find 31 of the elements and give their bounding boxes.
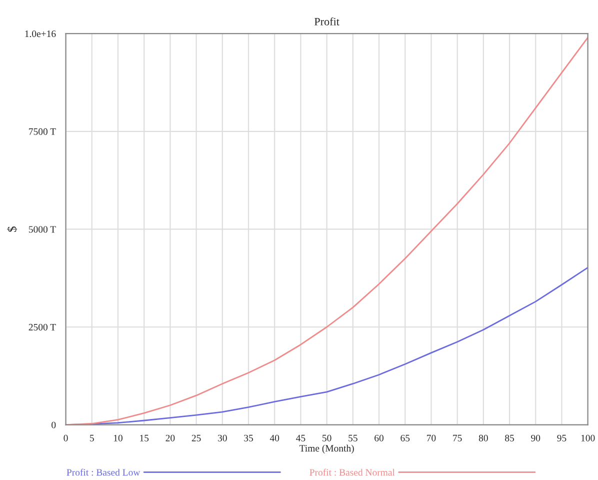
y-tick-label: 2500 T bbox=[28, 324, 56, 330]
x-tick-label: 45 bbox=[296, 434, 306, 442]
x-tick-label: 15 bbox=[140, 434, 149, 442]
x-tick-label: 65 bbox=[400, 434, 410, 442]
x-tick-label: 85 bbox=[505, 434, 514, 442]
x-tick-label: 40 bbox=[270, 434, 280, 442]
x-axis-title: Time (Month) bbox=[299, 444, 354, 454]
chart-title: Profit bbox=[314, 17, 340, 26]
x-tick-label: 10 bbox=[114, 434, 122, 442]
x-tick-label: 70 bbox=[427, 434, 436, 442]
x-tick-label: 95 bbox=[557, 434, 566, 442]
x-tick-label: 90 bbox=[531, 434, 540, 442]
x-tick-label: 20 bbox=[166, 434, 175, 442]
x-tick-label: 100 bbox=[581, 434, 595, 442]
x-tick-label: 35 bbox=[244, 434, 253, 442]
x-tick-label: 60 bbox=[374, 434, 384, 442]
y-tick-label: 5000 T bbox=[28, 226, 56, 233]
text: Profit : Based Normal bbox=[310, 468, 395, 476]
x-tick-label: 75 bbox=[453, 434, 462, 442]
y-tick-label: 0 bbox=[52, 422, 56, 428]
text: Profit : Based Low bbox=[66, 468, 140, 476]
x-tick-label: 30 bbox=[218, 434, 227, 442]
y-tick-label: 1.0e+16 bbox=[25, 30, 56, 38]
x-tick-label: 80 bbox=[478, 434, 488, 442]
y-axis-title: $ bbox=[7, 226, 18, 232]
x-tick-label: 25 bbox=[192, 434, 201, 442]
y-tick-label: 7500 T bbox=[29, 128, 56, 135]
x-tick-label: 55 bbox=[348, 434, 358, 442]
x-tick-label: 0 bbox=[64, 434, 68, 442]
x-tick-label: 50 bbox=[322, 434, 332, 442]
x-tick-label: 5 bbox=[90, 434, 94, 442]
